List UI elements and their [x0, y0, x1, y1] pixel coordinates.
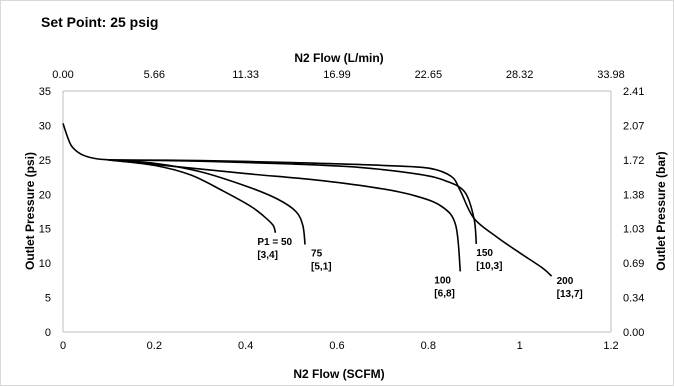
- y-tick-label: 35: [39, 86, 51, 98]
- y2-tick-label: 0.00: [623, 327, 644, 339]
- x2-tick-label: 5.66: [144, 69, 165, 81]
- y-tick-label: 15: [39, 224, 51, 236]
- y2-tick-label: 2.41: [623, 86, 644, 98]
- x2-tick-label: 0.00: [52, 69, 73, 81]
- tick-labels: 0 0.2 0.4 0.6 0.8 1 1.2 0.00 5.66 11.33 16.99 22.65…: [39, 69, 645, 352]
- y-tick-label: 30: [39, 120, 51, 132]
- x-tick-label: 0.4: [238, 340, 253, 352]
- x-tick-label: 0.2: [147, 340, 162, 352]
- y2-tick-label: 1.38: [623, 189, 644, 201]
- series-line: [108, 159, 553, 277]
- series-label: 100 [6,8]: [434, 275, 455, 299]
- y-tick-label: 10: [39, 258, 51, 270]
- x-tick-label: 0.6: [329, 340, 344, 352]
- series-label: 150 [10,3]: [476, 248, 502, 272]
- y-tick-label: 25: [39, 155, 51, 167]
- y2-tick-label: 0.34: [623, 293, 644, 305]
- series-label: P1 = 50 [3,4]: [257, 237, 292, 261]
- y2-axis-title: Outlet Pressure (bar): [654, 151, 668, 270]
- x2-tick-label: 28.32: [506, 69, 534, 81]
- x2-axis-title: N2 Flow (L/min): [294, 51, 383, 65]
- axes: [62, 90, 612, 333]
- series-line-initial: [62, 123, 109, 161]
- y-tick-label: 20: [39, 189, 51, 201]
- y2-tick-label: 1.03: [623, 224, 644, 236]
- chart-title: Set Point: 25 psig: [41, 14, 158, 30]
- y2-tick-label: 1.72: [623, 155, 644, 167]
- series-line: [108, 159, 462, 272]
- y-tick-label: 5: [45, 293, 51, 305]
- series-label: 200 [13,7]: [557, 276, 583, 300]
- x-tick-label: 1: [517, 340, 523, 352]
- series-line: [108, 159, 478, 244]
- x-tick-label: 0.8: [421, 340, 436, 352]
- series-line: [108, 159, 277, 234]
- x2-tick-label: 33.98: [597, 69, 625, 81]
- series-label: 75 [5,1]: [311, 249, 332, 273]
- y2-tick-label: 0.69: [623, 258, 644, 270]
- x2-tick-label: 22.65: [415, 69, 443, 81]
- x-tick-label: 1.2: [603, 340, 618, 352]
- y2-tick-label: 2.07: [623, 120, 644, 132]
- y-axis-title: Outlet Pressure (psi): [23, 152, 37, 270]
- series-line: [108, 159, 306, 245]
- y-tick-label: 0: [45, 327, 51, 339]
- x-axis-title: N2 Flow (SCFM): [293, 367, 384, 381]
- x2-tick-label: 11.33: [232, 69, 259, 81]
- x-tick-label: 0: [60, 340, 66, 352]
- x2-tick-label: 16.99: [323, 69, 351, 81]
- series-labels: P1 = 50 [3,4] 75 [5,1] 100 [6,8] 150 [10,3] 200[…: [257, 237, 582, 300]
- series-group: [62, 123, 553, 277]
